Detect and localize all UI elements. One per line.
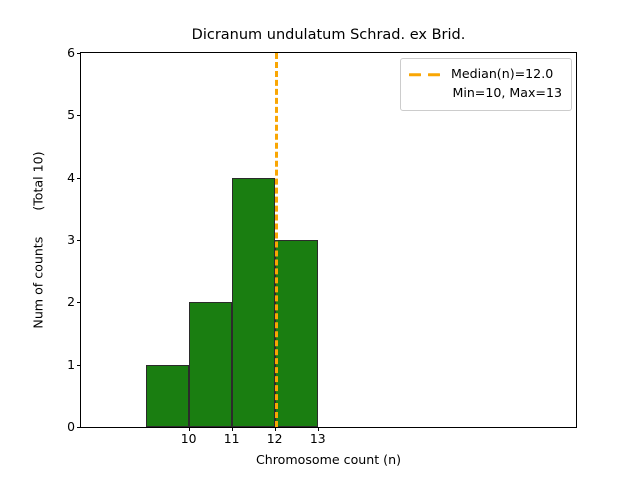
x-tick-mark [188,427,190,431]
y-axis-label: Num of counts [30,236,46,329]
legend-box: Median(n)=12.0 Min=10, Max=13 [400,58,572,111]
bar-11 [188,302,232,427]
y-tick-mark [77,302,81,304]
y-tick-label: 1 [67,356,75,372]
x-tick-label: 10 [180,431,197,446]
bars-layer [81,53,576,427]
x-tick-label: 13 [309,431,326,446]
x-tick-mark [274,427,276,431]
median-line-annotation [274,53,278,427]
y-tick-mark [77,53,81,54]
x-tick-label: 12 [266,431,283,446]
plot-area: 0 1 2 3 4 5 6 10 11 12 13 [67,46,577,445]
legend-entry-range: Min=10, Max=13 [409,84,563,103]
y-tick-mark [77,177,81,179]
x-tick-mark [231,427,233,431]
legend-entry-median: Median(n)=12.0 [409,65,563,84]
y-tick-label: 4 [67,169,75,185]
legend-entry-range-label: Min=10, Max=13 [452,85,562,101]
x-axis-label: Chromosome count (n) [256,452,401,467]
y-tick-label: 0 [67,418,75,434]
y-tick-mark [77,427,81,428]
y-tick-label: 3 [67,231,75,247]
x-tick-mark [317,427,319,431]
bar-13 [274,240,318,427]
legend-entry-median-label: Median(n)=12.0 [451,66,554,82]
y-tick-label: 2 [67,294,75,310]
y-tick-mark [77,240,81,241]
dashed-line-icon [409,69,442,81]
bar-12 [231,177,275,427]
y-axis-label-secondary: (Total 10) [30,151,46,211]
y-tick-mark [77,115,81,117]
bar-10 [145,364,189,427]
x-tick-label: 11 [223,431,240,446]
y-axis-label-group: Num of counts (Total 10) [29,52,47,428]
chart-title: Dicranum undulatum Schrad. ex Brid. [191,27,466,43]
y-tick-mark [77,364,81,366]
y-tick-label: 6 [67,44,75,60]
y-tick-label: 5 [67,107,75,123]
